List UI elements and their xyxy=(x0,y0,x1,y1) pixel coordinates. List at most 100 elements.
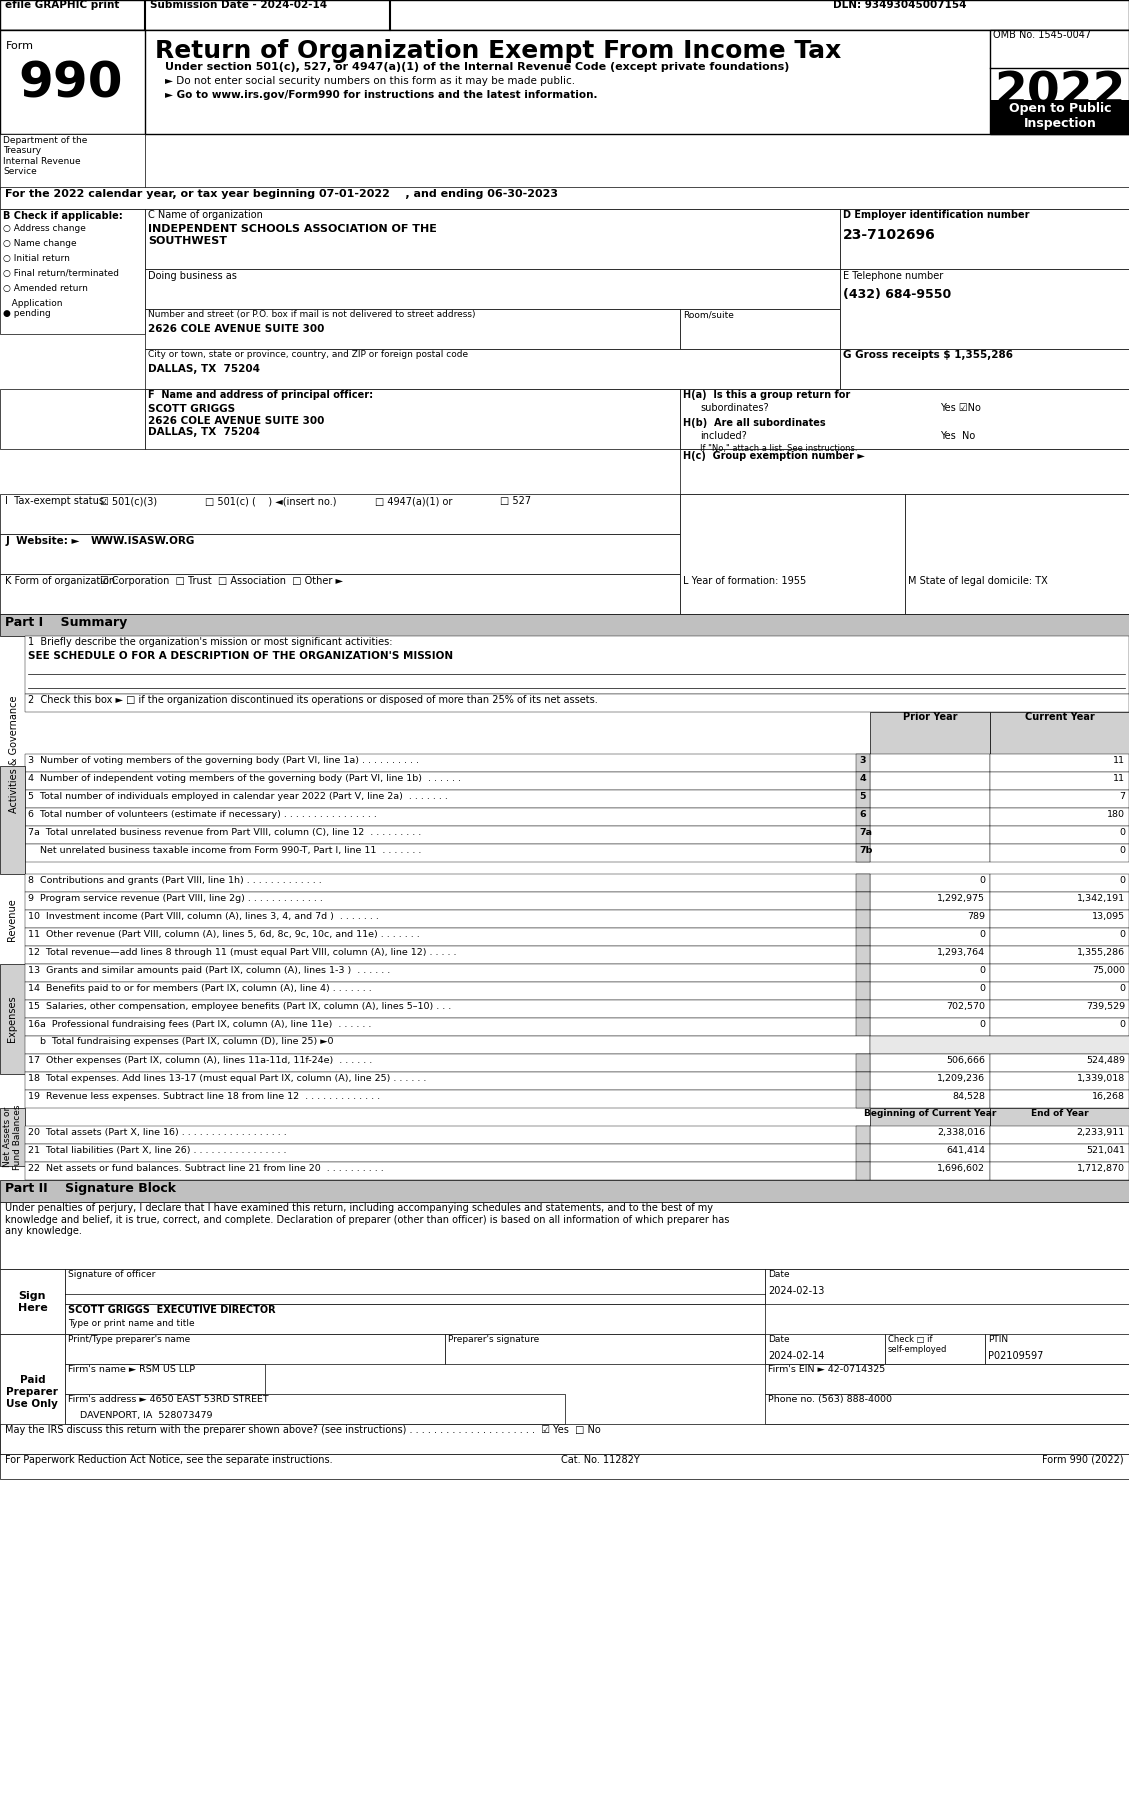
Text: 1,209,236: 1,209,236 xyxy=(937,1074,984,1083)
Bar xyxy=(0,0,1129,31)
Bar xyxy=(0,533,680,573)
Text: 2,338,016: 2,338,016 xyxy=(937,1128,984,1137)
Bar xyxy=(870,1054,990,1072)
Text: DAVENPORT, IA  528073479: DAVENPORT, IA 528073479 xyxy=(69,1411,213,1420)
Text: 19  Revenue less expenses. Subtract line 18 from line 12  . . . . . . . . . . . : 19 Revenue less expenses. Subtract line … xyxy=(28,1092,380,1101)
Text: DALLAS, TX  75204: DALLAS, TX 75204 xyxy=(148,365,261,374)
Text: Date: Date xyxy=(768,1270,790,1279)
Text: □ 527: □ 527 xyxy=(500,495,532,506)
Bar xyxy=(25,929,870,945)
Text: 2024-02-14: 2024-02-14 xyxy=(768,1351,824,1360)
Bar xyxy=(905,493,1129,613)
Bar xyxy=(25,911,870,929)
Bar xyxy=(765,1393,1129,1424)
Bar xyxy=(856,963,870,981)
Bar xyxy=(0,1455,1129,1478)
Text: 6: 6 xyxy=(859,811,866,818)
Text: □ 501(c) (    ) ◄(insert no.): □ 501(c) ( ) ◄(insert no.) xyxy=(205,495,336,506)
Bar xyxy=(856,892,870,911)
Text: 8  Contributions and grants (Part VIII, line 1h) . . . . . . . . . . . . .: 8 Contributions and grants (Part VIII, l… xyxy=(28,876,322,885)
Bar xyxy=(990,755,1129,773)
Text: 84,528: 84,528 xyxy=(952,1092,984,1101)
Bar xyxy=(990,1000,1129,1018)
Text: Beginning of Current Year: Beginning of Current Year xyxy=(864,1108,996,1117)
Text: City or town, state or province, country, and ZIP or foreign postal code: City or town, state or province, country… xyxy=(148,350,469,359)
Text: 1,355,286: 1,355,286 xyxy=(1077,949,1124,958)
Text: OMB No. 1545-0047: OMB No. 1545-0047 xyxy=(994,31,1091,40)
Bar xyxy=(870,844,990,862)
Text: For the 2022 calendar year, or tax year beginning 07-01-2022    , and ending 06-: For the 2022 calendar year, or tax year … xyxy=(6,189,559,200)
Text: 0: 0 xyxy=(979,931,984,940)
Text: 506,666: 506,666 xyxy=(946,1056,984,1065)
Bar xyxy=(856,844,870,862)
Text: Return of Organization Exempt From Income Tax: Return of Organization Exempt From Incom… xyxy=(156,38,841,63)
Text: H(a)  Is this a group return for: H(a) Is this a group return for xyxy=(683,390,850,401)
Text: 0: 0 xyxy=(1119,827,1124,836)
Bar xyxy=(765,1364,1129,1393)
Text: G Gross receipts $ 1,355,286: G Gross receipts $ 1,355,286 xyxy=(843,350,1013,359)
Bar xyxy=(870,1145,990,1163)
Text: 0: 0 xyxy=(1119,845,1124,854)
Text: 1,712,870: 1,712,870 xyxy=(1077,1165,1124,1174)
Text: If "No," attach a list. See instructions.: If "No," attach a list. See instructions… xyxy=(700,444,858,454)
Text: 641,414: 641,414 xyxy=(946,1146,984,1156)
Bar xyxy=(25,695,1129,713)
Bar xyxy=(870,892,990,911)
Bar xyxy=(25,1018,870,1036)
Text: Activities & Governance: Activities & Governance xyxy=(9,695,19,813)
Bar xyxy=(0,1108,25,1166)
Bar xyxy=(856,929,870,945)
Text: 1,342,191: 1,342,191 xyxy=(1077,894,1124,903)
Bar xyxy=(990,1145,1129,1163)
Bar xyxy=(856,1090,870,1108)
Text: B Check if applicable:: B Check if applicable: xyxy=(3,210,123,221)
Text: 0: 0 xyxy=(1119,983,1124,992)
Bar xyxy=(870,755,990,773)
Bar xyxy=(856,874,870,892)
Bar xyxy=(856,1018,870,1036)
Text: 1,292,975: 1,292,975 xyxy=(937,894,984,903)
Text: Department of the
Treasury
Internal Revenue
Service: Department of the Treasury Internal Reve… xyxy=(3,136,88,176)
Text: 75,000: 75,000 xyxy=(1092,967,1124,974)
Bar xyxy=(25,1036,870,1054)
Text: C Name of organization: C Name of organization xyxy=(148,210,263,219)
Text: Form: Form xyxy=(6,42,34,51)
Bar xyxy=(25,807,870,825)
Text: 1,696,602: 1,696,602 xyxy=(937,1165,984,1174)
Text: Firm's EIN ► 42-0714325: Firm's EIN ► 42-0714325 xyxy=(768,1364,885,1373)
Text: Yes  No: Yes No xyxy=(940,432,975,441)
Text: WWW.ISASW.ORG: WWW.ISASW.ORG xyxy=(90,535,194,546)
Text: (432) 684-9550: (432) 684-9550 xyxy=(843,288,952,301)
Text: 739,529: 739,529 xyxy=(1086,1001,1124,1010)
Bar xyxy=(25,945,870,963)
Bar xyxy=(65,1304,765,1333)
Bar xyxy=(856,1072,870,1090)
Text: INDEPENDENT SCHOOLS ASSOCIATION OF THE
SOUTHWEST: INDEPENDENT SCHOOLS ASSOCIATION OF THE S… xyxy=(148,223,437,245)
Bar xyxy=(990,31,1129,134)
Text: End of Year: End of Year xyxy=(1031,1108,1088,1117)
Text: Preparer's signature: Preparer's signature xyxy=(448,1335,540,1344)
Text: For Paperwork Reduction Act Notice, see the separate instructions.: For Paperwork Reduction Act Notice, see … xyxy=(6,1455,333,1466)
Bar xyxy=(870,1090,990,1108)
Bar xyxy=(856,981,870,1000)
Bar xyxy=(870,713,990,755)
Text: ○ Amended return: ○ Amended return xyxy=(3,285,88,294)
Bar xyxy=(990,1163,1129,1179)
Text: Current Year: Current Year xyxy=(1025,713,1095,722)
Text: SCOTT GRIGGS
2626 COLE AVENUE SUITE 300
DALLAS, TX  75204: SCOTT GRIGGS 2626 COLE AVENUE SUITE 300 … xyxy=(148,405,325,437)
Bar xyxy=(0,963,25,1074)
Bar xyxy=(990,1108,1129,1126)
Bar xyxy=(25,825,870,844)
Bar xyxy=(65,1364,265,1393)
Bar xyxy=(990,945,1129,963)
Bar xyxy=(870,825,990,844)
Text: Firm's name ► RSM US LLP: Firm's name ► RSM US LLP xyxy=(69,1364,195,1373)
Bar xyxy=(990,963,1129,981)
Bar xyxy=(680,450,1129,493)
Bar xyxy=(680,388,1129,450)
Bar xyxy=(0,573,680,613)
Text: 702,570: 702,570 xyxy=(946,1001,984,1010)
Text: Submission Date - 2024-02-14: Submission Date - 2024-02-14 xyxy=(150,0,327,11)
Text: 2022: 2022 xyxy=(995,71,1126,114)
Text: 1,339,018: 1,339,018 xyxy=(1077,1074,1124,1083)
